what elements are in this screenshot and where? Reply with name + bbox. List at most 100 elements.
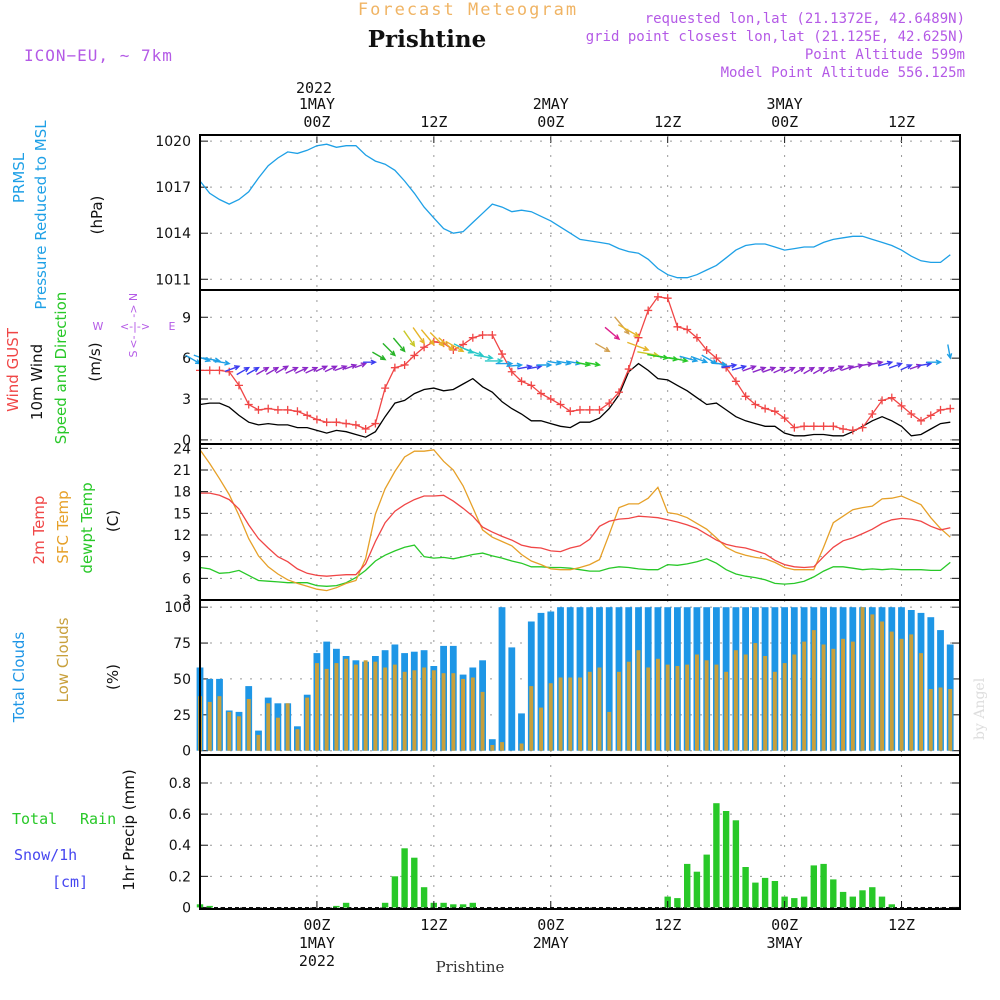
bottom-date-label: 1MAY [299,934,335,952]
wind-arrow [627,341,650,352]
wind-arrow [721,362,738,369]
gust-marker [205,366,214,375]
sfc-temp-line [199,449,951,592]
label-hpa: (hPa) [88,196,106,235]
bottom-hour-label: 12Z [654,916,681,934]
rain-bar [722,811,730,908]
gust-marker [790,423,799,432]
bottom-hour-label: 12Z [888,916,915,934]
wind-arrow [265,366,280,376]
wind-arrow [752,366,767,373]
y-tick-label: 0.6 [169,807,191,823]
wind-arrow [420,329,435,346]
rain-bar [869,887,876,908]
wind-arrow [762,366,777,373]
top-hour-label: 12Z [654,113,681,131]
gust-marker [546,395,555,404]
low-cloud-bar [743,654,748,751]
low-cloud-bar [548,683,553,751]
watermark: by Angel [972,677,988,740]
gust-marker [585,405,594,414]
dewpoint-line [199,544,951,587]
wind-arrow [878,360,894,367]
y-tick-label: 6 [182,571,191,587]
gust-marker [926,411,935,420]
y-tick-label: 1011 [155,272,191,288]
label-2m-temp: 2m Temp [30,496,48,565]
wind-arrow [412,327,426,345]
low-cloud-bar [695,654,699,751]
total-cloud-bar [498,607,506,751]
low-cloud-bar [461,678,465,751]
low-cloud-bar [451,673,456,751]
wind-arrow [484,358,504,364]
y-tick-label: 0.2 [169,869,191,885]
low-cloud-bar [880,621,884,751]
compass-s: S [127,350,140,357]
compass-e: E [169,320,176,333]
y-tick-label: 1014 [155,226,191,242]
y-tick-label: 50 [173,672,191,688]
low-cloud-bar [831,648,836,751]
label-wind-gust: Wind GUST [4,327,22,412]
gust-marker [624,365,633,374]
low-cloud-bar [568,677,573,751]
low-cloud-bar [441,673,446,751]
gust-marker [819,422,828,431]
gust-marker [488,330,497,339]
y-tick-label: 15 [173,506,191,522]
y-tick-label: 0 [182,900,191,916]
gust-marker [381,384,390,393]
rain-bar [742,867,749,908]
wind-arrow [867,360,884,366]
gust-marker [595,405,604,414]
total-cloud-bar [537,612,545,751]
rain-bar [459,904,467,908]
low-cloud-bar [782,663,787,751]
low-cloud-bar [295,729,300,751]
low-cloud-bar [519,743,524,751]
gust-marker [800,422,809,431]
gust-marker [576,405,584,414]
low-cloud-bar [256,734,261,751]
bottom-date-label: 3MAY [767,934,803,952]
low-cloud-bar [802,641,807,751]
wind-arrow [803,366,816,375]
label-pressure-msl: Pressure Reduced to MSL [32,120,50,310]
gust-marker [653,292,662,301]
rain-bar [771,881,779,908]
rain-bar [761,877,769,908]
gust-marker [858,423,867,432]
wind-arrow [392,337,406,353]
wind-arrow [585,361,602,367]
label-sfc-temp: SFC Temp [54,490,72,563]
gridpoint-coords: grid point closest lon,lat (21.125E, 42.… [586,29,965,45]
gust-marker [273,405,282,414]
label-celsius: (C) [104,510,122,532]
label-precip-mm: 1hr Precip (mm) [120,769,138,890]
panel-frame [199,443,961,601]
y-tick-label: 18 [173,485,191,501]
bottom-date-label: 2MAY [533,934,569,952]
pressure-line [199,143,951,279]
wind-arrow [495,360,514,367]
low-cloud-bar [237,716,241,751]
gust-marker [839,425,848,434]
top-hour-label: 12Z [420,113,447,131]
top-date-label: 3MAY [767,95,803,113]
wind-arrow [926,359,943,366]
wind-arrow [793,366,806,375]
low-cloud-bar [334,663,339,751]
rain-bar [830,879,837,908]
gust-marker [770,407,779,416]
wind-arrow [463,348,485,357]
low-cloud-bar [646,667,651,751]
total-cloud-bar [605,607,613,751]
low-cloud-bar [948,689,953,751]
total-cloud-bar [927,617,935,751]
low-cloud-bar [597,667,602,751]
gust-marker [907,410,916,419]
wind-arrow [900,364,913,371]
product-title: Forecast Meteogram [358,0,578,20]
wind-arrow [315,365,329,373]
